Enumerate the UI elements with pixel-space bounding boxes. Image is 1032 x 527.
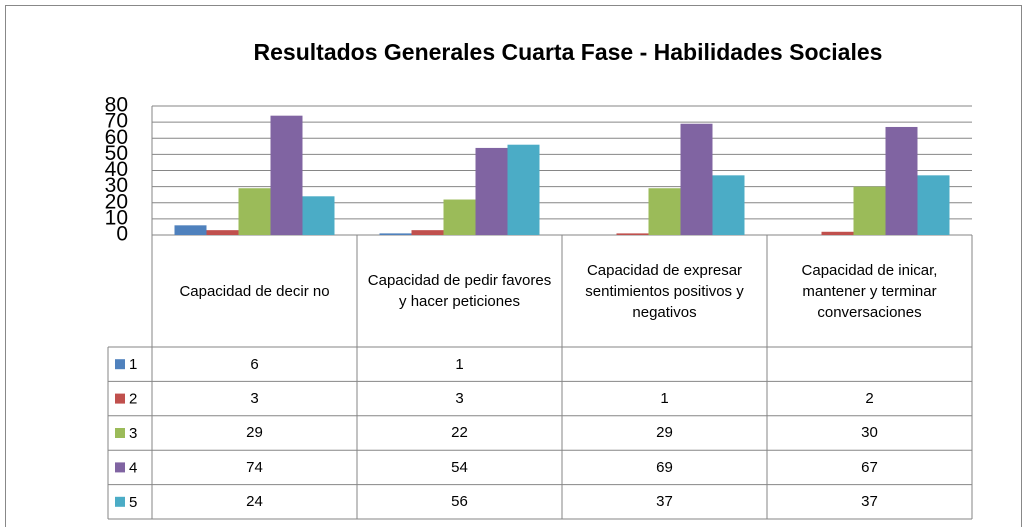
bar — [206, 230, 239, 235]
table-value: 1 — [660, 390, 669, 408]
table-value: 74 — [246, 458, 263, 476]
chart-title: Resultados Generales Cuarta Fase - Habil… — [254, 39, 883, 65]
table-value: 29 — [656, 424, 673, 442]
bar — [821, 231, 854, 235]
table-value: 56 — [451, 493, 468, 511]
table-value: 37 — [656, 493, 673, 511]
bar — [443, 199, 476, 235]
bar — [174, 225, 207, 235]
y-tick-label: 40 — [105, 158, 128, 181]
legend-key — [115, 462, 125, 473]
table-value: 3 — [455, 390, 464, 408]
category-label: Capacidad de decir no — [179, 282, 330, 300]
table-value: 1 — [455, 355, 464, 373]
legend-key — [115, 359, 125, 370]
y-tick-label: 60 — [105, 126, 128, 149]
y-tick-label: 30 — [105, 174, 128, 197]
y-tick-label: 50 — [105, 142, 128, 165]
y-tick-label: 10 — [105, 206, 128, 229]
table-value: 3 — [250, 390, 259, 408]
table-value: 69 — [656, 458, 673, 476]
bar — [853, 186, 886, 235]
category-label: Capacidad de expresar sentimientos posit… — [585, 261, 744, 321]
bar — [302, 196, 335, 235]
legend-label: 1 — [129, 356, 137, 373]
legend-key — [115, 496, 125, 507]
table-value: 54 — [451, 458, 468, 476]
table-value: 6 — [250, 355, 259, 373]
y-tick-label: 0 — [116, 223, 128, 246]
bar — [648, 188, 681, 235]
table-value: 37 — [861, 493, 878, 511]
bar — [379, 233, 412, 235]
legend-label: 5 — [129, 494, 137, 511]
bar — [411, 230, 444, 235]
y-tick-label: 20 — [105, 190, 128, 213]
legend-label: 3 — [129, 425, 137, 442]
bar — [475, 147, 508, 235]
legend-key — [115, 393, 125, 404]
y-tick-label: 80 — [105, 94, 128, 117]
legend-label: 4 — [129, 459, 137, 476]
bar — [680, 123, 713, 235]
table-value: 67 — [861, 458, 878, 476]
table-value: 24 — [246, 493, 263, 511]
chart-border — [5, 5, 1022, 527]
table-value: 29 — [246, 424, 263, 442]
table-value: 2 — [865, 390, 874, 408]
table-value — [562, 347, 767, 381]
bar — [238, 188, 271, 235]
bar — [885, 126, 918, 235]
legend-label: 2 — [129, 391, 137, 408]
table-value: 30 — [861, 424, 878, 442]
category-label: Capacidad de inicar, mantener y terminar… — [801, 261, 938, 321]
category-label: Capacidad de pedir favores y hacer petic… — [367, 272, 552, 310]
bar — [712, 175, 745, 235]
bar — [616, 233, 649, 235]
y-tick-label: 70 — [105, 110, 128, 133]
table-value — [767, 347, 972, 381]
table-value: 22 — [451, 424, 468, 442]
legend-key — [115, 428, 125, 438]
bar — [917, 175, 950, 235]
bar — [270, 115, 303, 235]
bar — [507, 144, 540, 235]
